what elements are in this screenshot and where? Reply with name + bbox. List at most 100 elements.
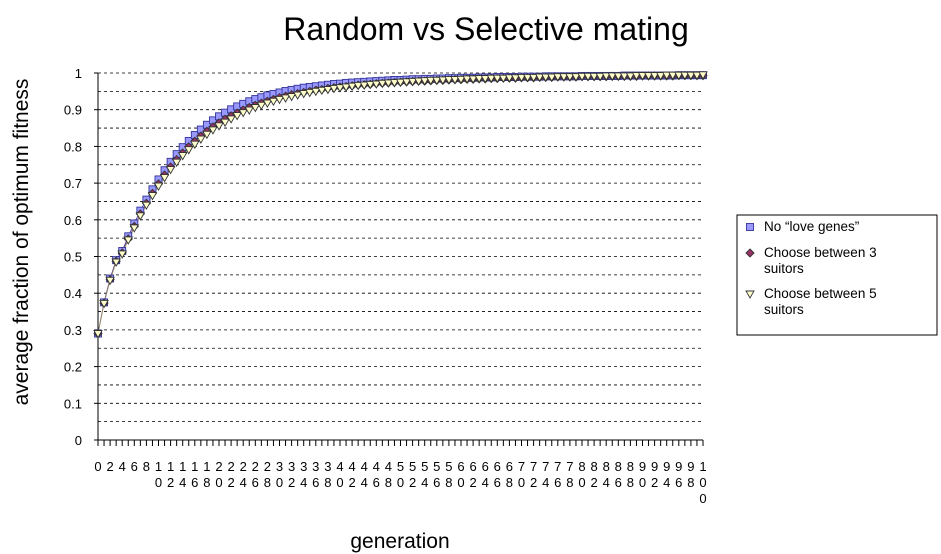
data-point — [377, 79, 388, 89]
series-line — [97, 74, 704, 334]
legend-label: suitors — [764, 302, 804, 317]
data-point — [111, 258, 121, 267]
data-point — [528, 73, 539, 83]
data-point — [444, 76, 454, 85]
data-point — [190, 140, 200, 150]
data-point — [534, 73, 545, 82]
data-point — [746, 223, 754, 231]
series-1-markers — [94, 71, 707, 338]
data-point — [577, 72, 587, 82]
data-point — [686, 71, 696, 81]
data-point — [232, 112, 242, 121]
legend-label: Choose between 3 — [764, 245, 877, 260]
data-point — [311, 87, 321, 97]
data-point — [292, 91, 303, 100]
y-tick-label: 0.1 — [64, 396, 82, 411]
series-2-markers — [93, 70, 708, 339]
y-tick-label: 0.3 — [64, 323, 82, 338]
data-point — [425, 76, 436, 86]
data-point — [268, 97, 279, 107]
legend-label: Choose between 5 — [764, 286, 877, 301]
legend: No “love genes”Choose between 3suitorsCh… — [736, 214, 938, 336]
data-point — [250, 104, 261, 113]
data-point — [698, 71, 708, 80]
data-point — [280, 94, 291, 103]
data-point — [401, 78, 412, 87]
data-point — [304, 89, 315, 98]
data-point — [202, 130, 212, 140]
x-tick-label: 2 — [106, 459, 113, 474]
y-tick-label: 0 — [75, 433, 82, 448]
data-point — [99, 300, 109, 309]
y-tick-label: 0.6 — [64, 213, 82, 228]
axes — [94, 72, 704, 446]
data-point — [165, 166, 176, 175]
gridlines — [98, 72, 703, 423]
data-point — [153, 182, 164, 191]
data-point — [492, 74, 503, 84]
data-point — [123, 236, 134, 245]
data-point — [655, 72, 666, 81]
data-point — [745, 248, 755, 258]
data-point — [607, 72, 618, 81]
data-point — [674, 71, 684, 81]
data-point — [347, 82, 357, 92]
data-point — [256, 101, 267, 111]
data-point — [196, 135, 206, 144]
data-point — [637, 72, 648, 81]
data-point — [359, 81, 369, 91]
x-tick-labels: 0 2 4 6 8 1 01 21 41 61 82 02 22 42 62 83 03 23 43 63 84 04 24… — [94, 459, 706, 506]
y-tick-label: 0.9 — [64, 103, 82, 118]
legend-label: suitors — [764, 261, 804, 276]
data-point — [117, 250, 127, 259]
data-point — [522, 73, 533, 83]
data-point — [365, 80, 376, 90]
data-point — [141, 201, 152, 211]
data-point — [341, 83, 351, 92]
data-point — [661, 71, 672, 81]
data-point — [745, 290, 755, 299]
legend-box — [736, 214, 938, 336]
data-point — [383, 79, 394, 88]
series-line — [97, 74, 703, 334]
data-point — [667, 71, 678, 81]
data-point — [407, 77, 418, 87]
data-point — [480, 75, 490, 84]
data-point — [238, 109, 248, 118]
data-point — [553, 73, 563, 82]
y-axis-label: average fraction of optimum fitness — [10, 79, 33, 406]
data-point — [183, 146, 194, 155]
data-point — [516, 73, 527, 83]
data-point — [262, 99, 273, 109]
x-tick-label: 4 — [119, 459, 126, 474]
data-point — [474, 75, 484, 84]
legend-entry: No “love genes” — [746, 219, 859, 234]
